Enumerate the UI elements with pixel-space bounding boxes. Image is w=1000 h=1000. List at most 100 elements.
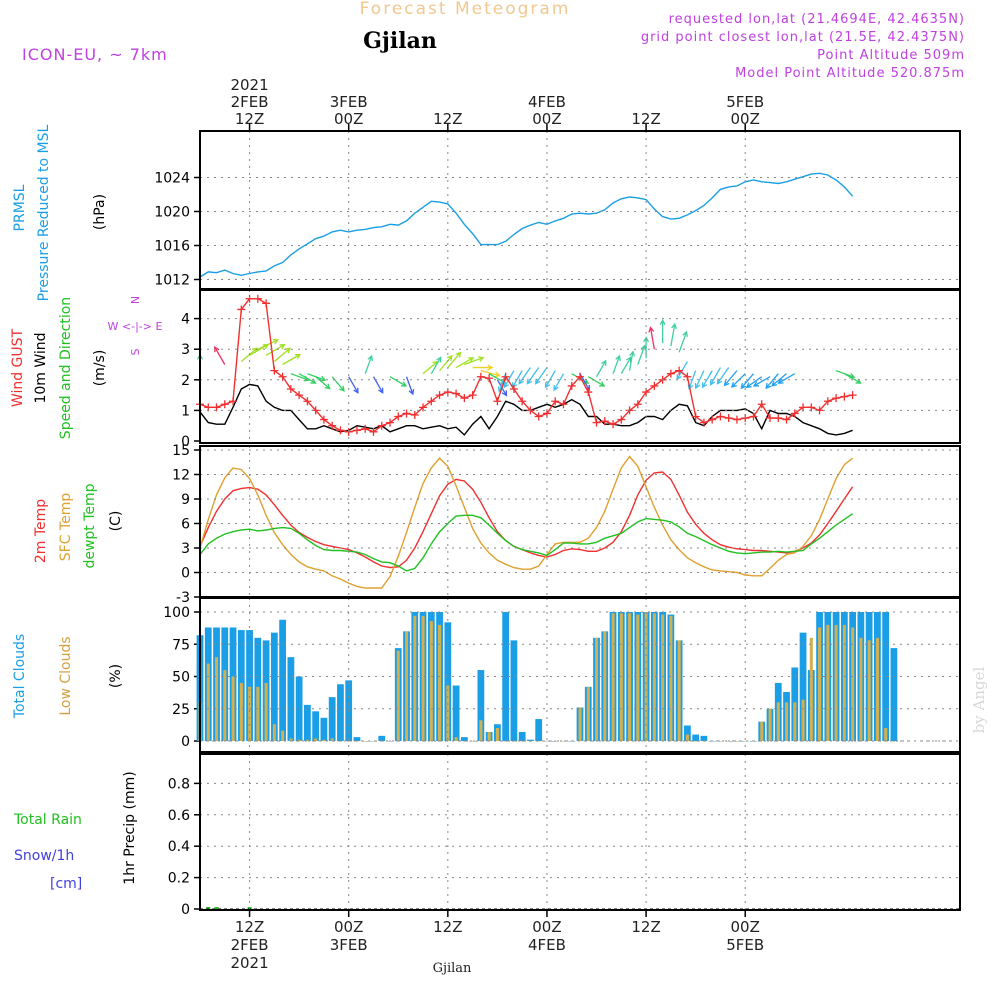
low-cloud-bar [801, 699, 805, 741]
wind-series [196, 294, 857, 436]
low-cloud-bar [314, 738, 318, 741]
low-cloud-bar [677, 640, 681, 741]
bottom-time-label: 5FEB [726, 936, 764, 954]
total-cloud-bar [328, 697, 336, 741]
y-tick-label: 0.2 [168, 871, 190, 887]
panel-frames [199, 130, 961, 911]
low-cloud-bar [206, 663, 210, 741]
low-cloud-bar [322, 739, 326, 741]
low-cloud-bar [669, 615, 673, 741]
wind-frame [199, 289, 961, 444]
low-cloud-bar [809, 637, 813, 741]
total-rain-label: Total Rain [13, 812, 82, 828]
low-cloud-bar [504, 741, 508, 742]
point-altitude: Point Altitude 509m [817, 48, 965, 63]
y-tick-label: 2 [181, 373, 190, 389]
wind-arrow [257, 338, 279, 350]
gust-marker [724, 414, 733, 423]
wind-arrow [659, 318, 666, 344]
gust-marker [790, 409, 799, 418]
gust-marker [551, 397, 560, 406]
pressure-panel: PRMSL Pressure Reduced to MSL (hPa) 1012… [12, 124, 854, 301]
footer-location: Gjilan [433, 961, 472, 976]
sfc-temp-line [199, 455, 854, 589]
model-label: ICON-EU, ~ 7km [22, 45, 168, 64]
rain-bar [214, 907, 219, 909]
low-cloud-bar [785, 702, 789, 741]
low-cloud-bar [628, 613, 632, 741]
low-cloud-bar [636, 614, 640, 741]
y-tick-label: 50 [172, 670, 190, 686]
low-cloud-bar [537, 741, 541, 742]
wind-arrow [740, 373, 754, 390]
total-cloud-bar [527, 739, 534, 741]
temp-unit-label: (C) [108, 511, 124, 532]
gridpoint-coords: grid point closest lon,lat (21.5E, 42.43… [641, 30, 965, 45]
low-cloud-bar [851, 627, 855, 741]
gust-marker [749, 412, 758, 421]
low-cloud-bar [561, 741, 566, 742]
dewpt-temp-line [199, 513, 853, 572]
gust-marker [237, 305, 246, 314]
y-tick-label: 25 [172, 702, 190, 718]
y-tick-label: 1016 [154, 239, 190, 255]
low-clouds-label: Low Clouds [58, 636, 74, 715]
total-cloud-bar [246, 630, 253, 741]
total-cloud-bar [320, 717, 328, 741]
wind-arrow [331, 376, 345, 392]
wind-arrow [648, 326, 655, 350]
gust-marker [410, 410, 419, 419]
low-cloud-bar [875, 637, 879, 741]
low-cloud-bar [859, 637, 863, 741]
bottom-time-label: 3FEB [330, 936, 368, 954]
low-cloud-bar [718, 741, 722, 742]
top-time-label: 12Z [235, 110, 264, 128]
pressure-series [199, 172, 854, 278]
wind-unit-label: (m/s) [92, 350, 108, 387]
gust-marker [625, 406, 634, 415]
total-cloud-bar [270, 632, 278, 741]
low-cloud-bar [305, 739, 309, 741]
gust-marker [617, 415, 626, 424]
wind-arrow [273, 347, 292, 362]
low-cloud-bar [760, 721, 764, 741]
gust-marker [567, 381, 576, 390]
low-cloud-bar [256, 686, 260, 741]
wind-arrow [771, 373, 787, 387]
y-tick-label: 100 [163, 605, 190, 621]
low-cloud-bar [834, 624, 838, 741]
bottom-time-label: 00Z [731, 918, 760, 936]
gust-marker [278, 372, 287, 381]
bottom-time-label: 00Z [532, 918, 561, 936]
gust-marker [683, 372, 692, 381]
gust-marker [435, 391, 444, 400]
y-tick-label: 0 [181, 566, 190, 582]
precip-axis-label: 1hr Precip (mm) [122, 771, 138, 884]
gust-marker [493, 397, 502, 406]
low-cloud-bar [438, 624, 442, 741]
wind-arrow [765, 373, 779, 390]
total-cloud-bar [535, 719, 543, 741]
model-altitude: Model Point Altitude 520.875m [735, 66, 965, 81]
gust-marker [774, 414, 783, 423]
low-cloud-bar [652, 613, 656, 741]
low-cloud-bar [818, 627, 822, 741]
bottom-time-label: 2021 [230, 954, 268, 972]
gust-marker [559, 400, 568, 409]
gust-marker [303, 397, 312, 406]
y-tick-label: 4 [181, 312, 190, 328]
wind-arrow [701, 370, 713, 389]
gust-marker [352, 426, 361, 435]
gust-marker [452, 389, 461, 398]
low-cloud-bar [330, 738, 334, 741]
top-time-label: 12Z [433, 110, 462, 128]
low-cloud-bar [867, 640, 871, 741]
y-tick-label: 1020 [154, 205, 190, 221]
low-cloud-bar [735, 741, 739, 742]
low-cloud-bar [289, 738, 293, 741]
top-time-label: 00Z [532, 110, 561, 128]
wind-gust-label: Wind GUST [10, 328, 26, 407]
gust-marker [336, 426, 345, 435]
precip-grid [200, 754, 960, 910]
low-cloud-bar [405, 631, 409, 741]
